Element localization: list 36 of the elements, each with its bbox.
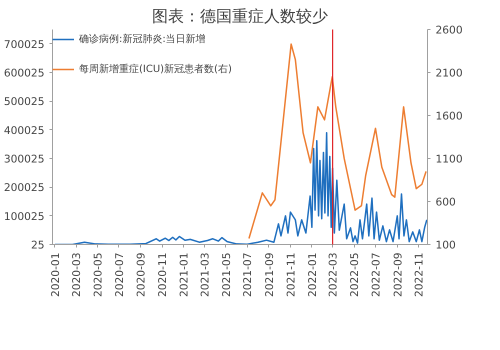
x-tick-label: 2021-07 (241, 252, 254, 298)
x-tick-label: 2021-11 (284, 252, 298, 298)
x-tick-label: 2021-05 (220, 252, 233, 298)
x-tick-label: 2020-11 (156, 252, 170, 298)
legend-label: 每周新增重症(ICU)新冠患者数(右) (79, 62, 232, 76)
x-tick-label: 2022-01 (306, 252, 319, 298)
y-tick-label: 500025 (4, 95, 45, 108)
x-tick-label: 2022-09 (391, 252, 404, 298)
legend-label: 确诊病例:新冠肺炎:当日新增 (79, 32, 206, 46)
y2-tick-label: 1600 (436, 110, 463, 122)
x-tick-label: 2020-01 (48, 252, 62, 298)
y-tick-label: 100025 (4, 210, 45, 223)
x-tick-label: 2022-05 (348, 252, 362, 298)
x-tick-label: 2020-05 (91, 252, 104, 298)
y2-tick-label: 2100 (436, 66, 463, 80)
x-tick-label: 2020-09 (134, 252, 148, 298)
y2-tick-label: 2600 (436, 24, 463, 36)
x-tick-label: 2022-11 (412, 252, 426, 298)
y-tick-label: 700025 (4, 38, 45, 51)
y2-tick-label: 100 (436, 238, 456, 252)
x-tick-label: 2020-03 (70, 252, 84, 298)
y2-tick-label: 1100 (436, 152, 463, 166)
y-tick-label: 600025 (4, 66, 45, 80)
line-series (248, 43, 427, 240)
x-tick-label: 2020-07 (112, 252, 126, 298)
y-tick-label: 300025 (4, 152, 45, 166)
x-tick-label: 2022-03 (326, 252, 340, 298)
y-tick-label: 400025 (4, 124, 45, 137)
y2-tick-label: 600 (436, 196, 456, 208)
chart-title: 图表：德国重症人数较少 (152, 6, 328, 26)
x-tick-label: 2022-07 (369, 252, 382, 298)
y-tick-label: 25 (30, 238, 45, 252)
y-tick-label: 200025 (4, 181, 45, 194)
x-tick-label: 2021-01 (178, 252, 191, 298)
x-tick-label: 2021-09 (262, 252, 276, 298)
x-tick-label: 2021-03 (198, 252, 212, 298)
